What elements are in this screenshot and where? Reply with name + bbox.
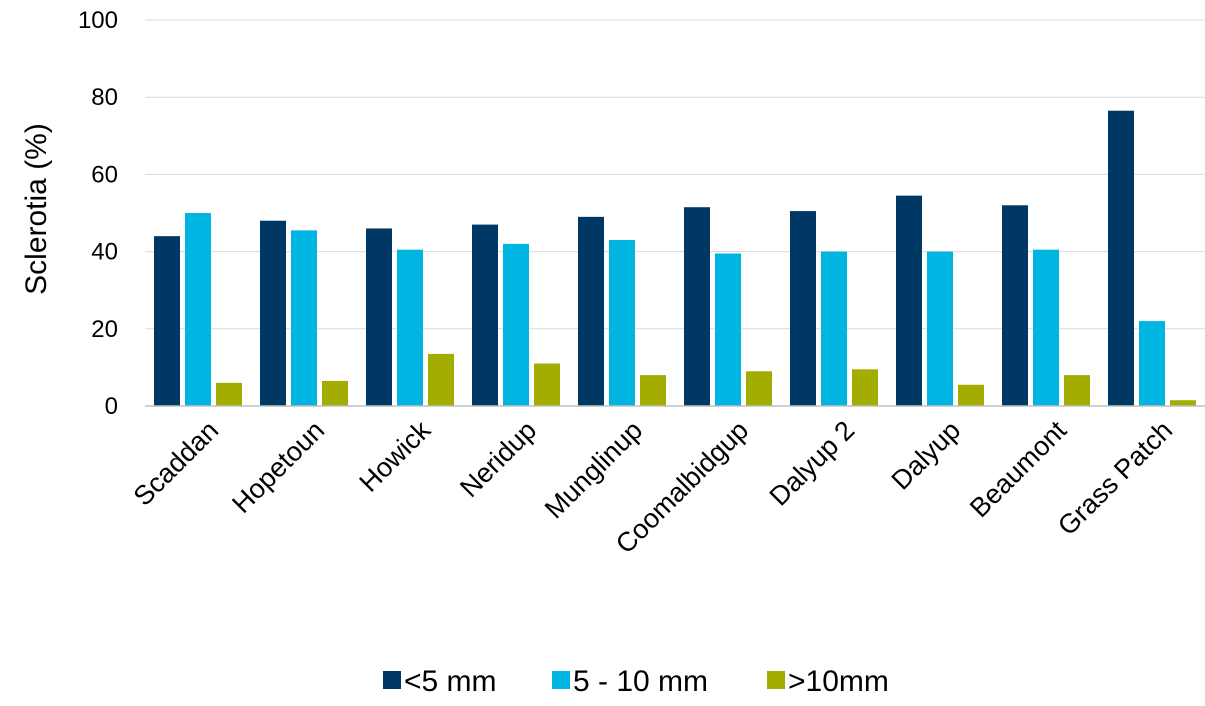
bar-dalyup-2-series-1 (790, 211, 816, 406)
legend: <5 mm 5 - 10 mm >10mm (383, 665, 889, 698)
bar-scaddan-series-2 (185, 213, 211, 406)
bar-grass-patch-series-1 (1108, 110, 1134, 407)
x-tick-label: Dalyup 2 (764, 415, 861, 512)
bar-munglinup-series-3 (640, 375, 666, 406)
bar-coomalbidgup-series-2 (715, 253, 741, 406)
bar-neridup-series-2 (503, 243, 529, 406)
bar-grass-patch-series-2 (1139, 321, 1165, 406)
bar-beaumont-series-3 (1064, 375, 1090, 406)
bar-coomalbidgup-series-1 (684, 207, 710, 406)
legend-label: >10mm (788, 665, 889, 698)
bars (154, 110, 1196, 407)
y-tick-label: 0 (105, 393, 118, 420)
bar-dalyup-2-series-2 (821, 251, 847, 406)
x-tick-label: Munglinup (539, 415, 648, 524)
bar-munglinup-series-1 (578, 216, 604, 406)
y-axis-ticks: 0 20 40 60 80 100 (78, 7, 118, 420)
y-tick-label: 40 (91, 239, 118, 266)
legend-label: <5 mm (404, 665, 497, 698)
bar-howick-series-2 (397, 249, 423, 406)
legend-label: 5 - 10 mm (573, 665, 708, 698)
y-tick-label: 80 (91, 84, 118, 111)
x-tick-label: Neridup (454, 415, 542, 503)
bar-beaumont-series-1 (1002, 205, 1028, 406)
bar-hopetoun-series-1 (260, 220, 286, 406)
legend-swatch (767, 671, 785, 689)
bar-scaddan-series-3 (216, 382, 242, 406)
x-axis-ticks: Scaddan Hopetoun Howick NeridupMunglinupCoo… (128, 415, 1179, 560)
x-tick-label: Beaumont (964, 415, 1073, 524)
bar-hopetoun-series-3 (322, 380, 348, 406)
y-tick-label: 100 (78, 7, 118, 34)
bar-scaddan-series-1 (154, 236, 180, 406)
bar-howick-series-1 (366, 228, 392, 406)
x-tick-label: Hopetoun (226, 415, 330, 519)
bar-dalyup-series-3 (958, 384, 984, 406)
bar-dalyup-series-1 (896, 195, 922, 406)
bar-beaumont-series-2 (1033, 249, 1059, 406)
bar-howick-series-3 (428, 353, 454, 406)
legend-swatch (383, 671, 401, 689)
bar-hopetoun-series-2 (291, 230, 317, 406)
x-tick-label: Dalyup (886, 415, 967, 496)
y-tick-label: 60 (91, 161, 118, 188)
bar-munglinup-series-2 (609, 240, 635, 406)
bar-grass-patch-series-3 (1170, 400, 1196, 406)
legend-swatch (552, 671, 570, 689)
bar-dalyup-series-2 (927, 251, 953, 406)
y-tick-label: 20 (91, 316, 118, 343)
x-tick-label: Howick (354, 415, 437, 498)
bar-coomalbidgup-series-3 (746, 371, 772, 406)
gridlines (145, 19, 1205, 330)
bar-dalyup-2-series-3 (852, 369, 878, 406)
bar-neridup-series-1 (472, 224, 498, 406)
y-axis-label: Sclerotia (%) (20, 123, 53, 295)
x-tick-label: Grass Patch (1052, 415, 1178, 541)
bar-neridup-series-3 (534, 363, 560, 406)
x-tick-label: Scaddan (128, 415, 225, 512)
